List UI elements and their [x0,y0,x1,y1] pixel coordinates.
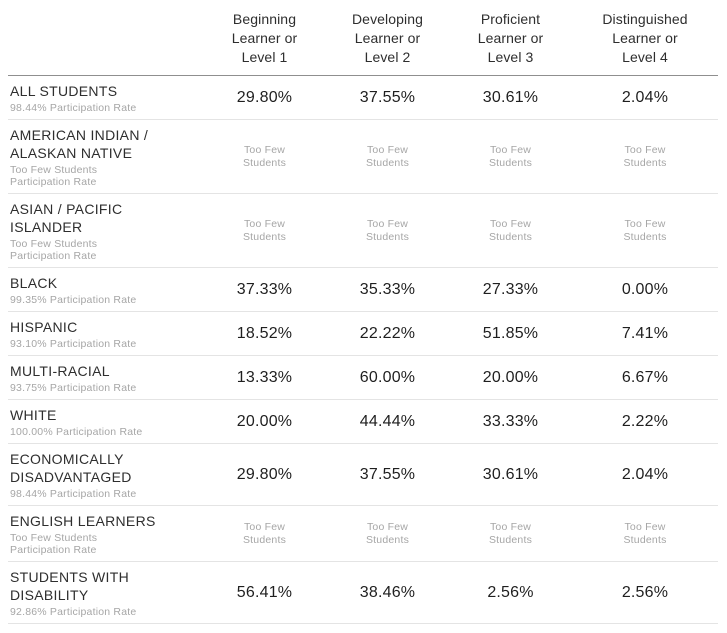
value-cell: Too Few Students [365,521,410,546]
row-label-cell: ALL STUDENTS 98.44% Participation Rate [8,82,203,114]
row-participation-rate: 98.44% Participation Rate [10,102,137,114]
row-label-cell: ECONOMICALLY DISADVANTAGED 98.44% Partic… [8,450,203,500]
value-cell: Too Few Students [488,521,533,546]
row-label-cell: MULTI-RACIAL 93.75% Participation Rate [8,362,203,394]
column-header-level-3: Proficient Learner or Level 3 [477,11,544,65]
value-cell: Too Few Students [365,218,410,243]
value-cell: Too Few Students [623,521,667,546]
value-cell: Too Few Students [623,218,667,243]
row-label: BLACK [10,275,58,291]
row-label: ECONOMICALLY DISADVANTAGED [10,451,132,485]
column-header-level-4: Distinguished Learner or Level 4 [602,11,688,65]
value-cell: 20.00% [236,413,293,430]
value-cell: 13.33% [236,369,293,386]
row-label-cell: BLACK 99.35% Participation Rate [8,274,203,306]
row-label-cell: HISPANIC 93.10% Participation Rate [8,318,203,350]
value-cell: 37.55% [359,89,416,106]
row-all-students: ALL STUDENTS 98.44% Participation Rate 2… [8,76,718,120]
row-label: HISPANIC [10,319,78,335]
row-label: MULTI-RACIAL [10,363,110,379]
row-label: AMERICAN INDIAN / ALASKAN NATIVE [10,127,149,161]
value-cell: 60.00% [359,369,416,386]
row-label-cell: WHITE 100.00% Participation Rate [8,406,203,438]
row-economically-disadvantaged: ECONOMICALLY DISADVANTAGED 98.44% Partic… [8,444,718,506]
value-cell: 44.44% [359,413,416,430]
row-hispanic: HISPANIC 93.10% Participation Rate 18.52… [8,312,718,356]
row-label: ALL STUDENTS [10,83,118,99]
value-cell: Too Few Students [488,218,533,243]
row-participation-rate: 93.75% Participation Rate [10,382,137,394]
value-cell: 29.80% [236,89,293,106]
value-cell: 2.22% [621,413,669,430]
value-cell: 18.52% [236,325,293,342]
row-english-learners: ENGLISH LEARNERS Too Few Students Partic… [8,506,718,562]
value-cell: 2.04% [621,89,669,106]
value-cell: Too Few Students [242,521,287,546]
value-cell: Too Few Students [242,218,287,243]
value-cell: Too Few Students [242,144,287,169]
row-participation-rate: Too Few Students Participation Rate [10,238,98,262]
row-label-cell: ENGLISH LEARNERS Too Few Students Partic… [8,512,203,556]
table-header-row: Beginning Learner or Level 1 Developing … [8,0,718,76]
row-participation-rate: Too Few Students Participation Rate [10,164,98,188]
value-cell: 37.55% [359,466,416,483]
row-american-indian-alaskan-native: AMERICAN INDIAN / ALASKAN NATIVE Too Few… [8,120,718,194]
column-header-level-1: Beginning Learner or Level 1 [231,11,298,65]
row-label: ASIAN / PACIFIC ISLANDER [10,201,123,235]
row-multi-racial: MULTI-RACIAL 93.75% Participation Rate 1… [8,356,718,400]
row-participation-rate: 98.44% Participation Rate [10,488,137,500]
row-label-cell: STUDENTS WITH DISABILITY 92.86% Particip… [8,568,203,618]
value-cell: 51.85% [482,325,539,342]
value-cell: 30.61% [482,89,539,106]
row-label-cell: ASIAN / PACIFIC ISLANDER Too Few Student… [8,200,203,262]
row-label-cell: AMERICAN INDIAN / ALASKAN NATIVE Too Few… [8,126,203,188]
row-participation-rate: 92.86% Participation Rate [10,606,137,618]
value-cell: 35.33% [359,281,416,298]
value-cell: 6.67% [621,369,669,386]
value-cell: 0.00% [621,281,669,298]
row-participation-rate: 100.00% Participation Rate [10,426,143,438]
value-cell: 2.04% [621,466,669,483]
row-label: STUDENTS WITH DISABILITY [10,569,130,603]
row-students-with-disability: STUDENTS WITH DISABILITY 92.86% Particip… [8,562,718,624]
value-cell: Too Few Students [488,144,533,169]
row-participation-rate: 99.35% Participation Rate [10,294,137,306]
value-cell: 30.61% [482,466,539,483]
row-participation-rate: Too Few Students Participation Rate [10,532,98,556]
value-cell: 22.22% [359,325,416,342]
row-participation-rate: 93.10% Participation Rate [10,338,137,350]
value-cell: 33.33% [482,413,539,430]
value-cell: 7.41% [621,325,669,342]
value-cell: 2.56% [621,584,669,601]
value-cell: 29.80% [236,466,293,483]
value-cell: 20.00% [482,369,539,386]
value-cell: Too Few Students [365,144,410,169]
value-cell: Too Few Students [623,144,667,169]
column-header-level-2: Developing Learner or Level 2 [351,11,424,65]
value-cell: 27.33% [482,281,539,298]
row-black: BLACK 99.35% Participation Rate 37.33% 3… [8,268,718,312]
row-white: WHITE 100.00% Participation Rate 20.00% … [8,400,718,444]
row-label: WHITE [10,407,57,423]
row-asian-pacific-islander: ASIAN / PACIFIC ISLANDER Too Few Student… [8,194,718,268]
value-cell: 56.41% [236,584,293,601]
value-cell: 2.56% [487,584,534,601]
row-label: ENGLISH LEARNERS [10,513,156,529]
value-cell: 38.46% [359,584,416,601]
value-cell: 37.33% [236,281,293,298]
